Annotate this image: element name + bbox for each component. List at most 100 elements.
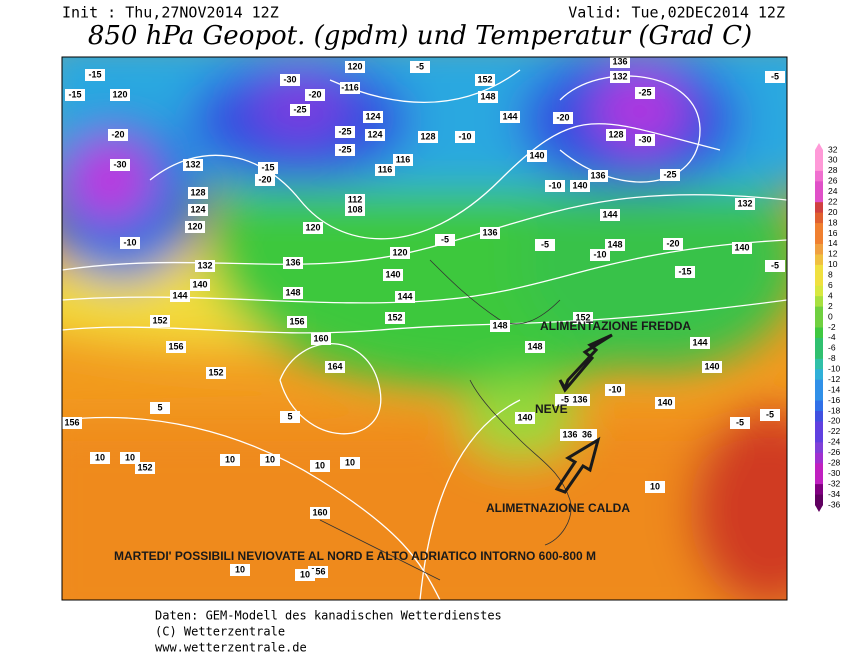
contour-label: -30 [113,159,126,169]
label-box [590,249,610,261]
label-box [410,61,430,73]
label-box [255,174,275,186]
contour-label: 148 [480,91,495,101]
colorbar-label: -34 [828,489,841,499]
colorbar-cell [815,452,823,464]
label-box [573,312,593,324]
label-box [170,290,190,302]
contour-label: 10 [265,454,275,464]
label-box [383,269,403,281]
annotation: MARTEDI' POSSIBILI NEVIOVATE AL NORD E A… [114,549,596,563]
contour-label: 10 [300,569,310,579]
label-box [120,452,140,464]
contour-label: 10 [650,481,660,491]
colorbar-label: 8 [828,270,833,280]
contour-label: 120 [392,247,407,257]
colorbar-label: 14 [828,238,838,248]
label-box [605,384,625,396]
label-box [600,209,620,221]
label-box [220,454,240,466]
colorbar-cell [815,411,823,422]
coastlines [319,259,572,581]
label-box [606,129,626,141]
contour-label: 10 [315,460,325,470]
label-box [290,104,310,116]
contour-label: 140 [734,242,749,252]
contour-label: -15 [68,89,81,99]
contour-label: 144 [602,209,617,219]
contour-label: 156 [310,566,325,576]
contour-label: 156 [64,417,79,427]
colorbar-cell [815,275,823,287]
colorbar-label: 22 [828,196,838,206]
colorbar-label: 2 [828,301,833,311]
colorbar-cell [815,202,823,214]
footer-text: www.wetterzentrale.de [155,641,307,655]
colorbar-cell [815,150,823,161]
colorbar-cell [815,494,823,506]
label-box [760,409,780,421]
contour-label: -5 [736,417,744,427]
label-box [340,457,360,469]
label-box [303,222,323,234]
valid-time: Valid: Tue,02DEC2014 12Z [568,4,785,22]
contour-label: -5 [771,71,779,81]
label-box [515,412,535,424]
contour-label: 10 [125,452,135,462]
colorbar-cell [815,421,823,433]
annotation: ALIMENTAZIONE FREDDA [540,319,691,333]
label-box [283,287,303,299]
colorbar-cell [815,442,823,454]
colorbar-label: -14 [828,384,841,394]
label-box [605,239,625,251]
label-box [500,111,520,123]
contour-label: -15 [261,162,274,172]
contour-label: 152 [137,462,152,472]
contour-label: 120 [112,89,127,99]
colorbar-label: 16 [828,228,838,238]
contour-label: 10 [225,454,235,464]
contour-label: 140 [657,397,672,407]
contour-label: 132 [612,71,627,81]
colorbar-label: -32 [828,478,841,488]
contour-label: 140 [529,150,544,160]
contour-label: 136 [482,227,497,237]
colorbar-tip [815,505,823,512]
label-box [675,266,695,278]
contour-label: 152 [477,74,492,84]
contour-label: 144 [502,111,517,121]
colorbar-label: -16 [828,395,841,405]
colorbar-label: 28 [828,165,838,175]
contour-label: 132 [197,260,212,270]
contour-label: 152 [575,312,590,322]
colorbar-cell [815,191,823,203]
colorbar-cell [815,317,823,328]
contour-label: 132 [737,198,752,208]
contour-label: -25 [338,144,351,154]
label-box [527,150,547,162]
label-box [635,134,655,146]
label-box [188,204,208,216]
label-box [280,411,300,423]
contour-label: 140 [517,412,532,422]
colorbar-cell [815,463,823,475]
label-box [62,417,82,429]
label-box [345,204,365,216]
colorbar-label: 0 [828,311,833,321]
contour-label: 152 [152,315,167,325]
colorbar-label: -24 [828,437,841,447]
label-box [375,164,395,176]
label-box [335,144,355,156]
contour-label: 148 [492,320,507,330]
contour-label: 108 [347,204,362,214]
colorbar-cell [815,348,823,360]
label-box [110,159,130,171]
label-box [418,131,438,143]
colorbar-label: -26 [828,447,841,457]
contour-label: -15 [88,69,101,79]
contour-label: 144 [397,291,412,301]
label-box [393,154,413,166]
contour-label: 144 [692,337,707,347]
label-box [305,89,325,101]
colorbar-cell [815,337,823,349]
